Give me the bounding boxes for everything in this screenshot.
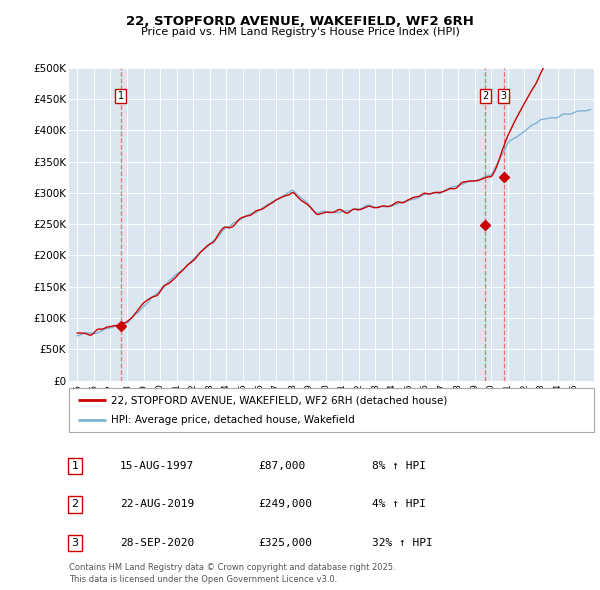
Text: HPI: Average price, detached house, Wakefield: HPI: Average price, detached house, Wake…: [111, 415, 355, 425]
Text: Contains HM Land Registry data © Crown copyright and database right 2025.
This d: Contains HM Land Registry data © Crown c…: [69, 563, 395, 584]
Text: 2: 2: [71, 500, 79, 509]
Text: 15-AUG-1997: 15-AUG-1997: [120, 461, 194, 471]
Text: 2: 2: [482, 91, 488, 101]
Text: 1: 1: [118, 91, 124, 101]
Text: £87,000: £87,000: [258, 461, 305, 471]
Text: 8% ↑ HPI: 8% ↑ HPI: [372, 461, 426, 471]
Text: £249,000: £249,000: [258, 500, 312, 509]
FancyBboxPatch shape: [69, 388, 594, 432]
Text: 22, STOPFORD AVENUE, WAKEFIELD, WF2 6RH (detached house): 22, STOPFORD AVENUE, WAKEFIELD, WF2 6RH …: [111, 395, 448, 405]
Text: 1: 1: [71, 461, 79, 471]
Text: £325,000: £325,000: [258, 538, 312, 548]
Text: 32% ↑ HPI: 32% ↑ HPI: [372, 538, 433, 548]
Text: 4% ↑ HPI: 4% ↑ HPI: [372, 500, 426, 509]
Text: 22, STOPFORD AVENUE, WAKEFIELD, WF2 6RH: 22, STOPFORD AVENUE, WAKEFIELD, WF2 6RH: [126, 15, 474, 28]
Text: 28-SEP-2020: 28-SEP-2020: [120, 538, 194, 548]
Text: 3: 3: [71, 538, 79, 548]
Text: 3: 3: [500, 91, 506, 101]
Text: 22-AUG-2019: 22-AUG-2019: [120, 500, 194, 509]
Text: Price paid vs. HM Land Registry's House Price Index (HPI): Price paid vs. HM Land Registry's House …: [140, 27, 460, 37]
